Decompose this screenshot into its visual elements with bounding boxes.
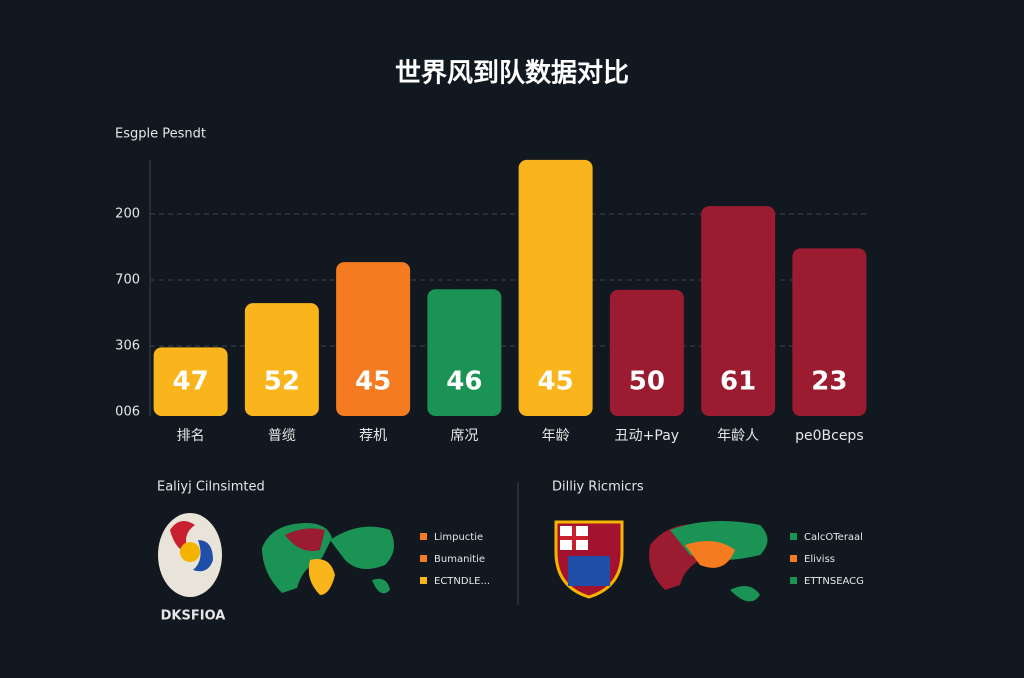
- bar-number: 23: [811, 367, 847, 397]
- bar: [427, 289, 502, 416]
- x-tick-label: 荐机: [359, 428, 387, 444]
- bar: [792, 248, 867, 416]
- badge-logo: [554, 520, 624, 599]
- bar-number: 61: [720, 367, 756, 397]
- bar: [336, 262, 411, 416]
- bar-number: 52: [264, 367, 300, 397]
- bar: [153, 347, 228, 416]
- bar: [244, 303, 319, 416]
- bar: [518, 159, 593, 416]
- legend-swatch: [790, 555, 797, 562]
- y-tick-label: 006: [115, 405, 140, 420]
- x-tick-label: 年龄: [542, 428, 570, 444]
- bar-number: 46: [446, 367, 482, 397]
- legend-label: CalcOTeraal: [804, 532, 863, 543]
- panel-heading: Ealiyj Cilnsimted: [157, 480, 265, 495]
- panel-heading: Dilliy Ricmicrs: [552, 480, 644, 495]
- bar-number: 45: [355, 367, 391, 397]
- bar-number: 45: [538, 367, 574, 397]
- bar-number: 50: [629, 367, 665, 397]
- y-axis-label: Esgple Pesndt: [115, 127, 206, 142]
- x-tick-label: 普缆: [268, 428, 296, 444]
- y-tick-label: 200: [115, 207, 140, 222]
- world-map: [649, 521, 768, 602]
- logo-text: DKSFIOA: [161, 609, 226, 624]
- chart-title: 世界风到队数据对比: [395, 59, 629, 89]
- x-tick-label: 排名: [177, 428, 205, 444]
- legend-label: ETTNSEACG: [804, 576, 864, 587]
- legend-label: Bumanitie: [434, 554, 485, 565]
- legend-swatch: [790, 577, 797, 584]
- y-tick-label: 306: [115, 339, 140, 354]
- x-tick-label: 席况: [450, 428, 478, 444]
- bar-number: 47: [173, 367, 209, 397]
- bar: [609, 289, 684, 416]
- legend-swatch: [420, 555, 427, 562]
- x-tick-label: 年龄人: [717, 428, 759, 444]
- world-map: [262, 523, 394, 595]
- legend-label: ECTNDLE...: [434, 576, 490, 587]
- x-tick-label: 丑动+Pay: [615, 428, 679, 444]
- y-tick-label: 700: [115, 273, 140, 288]
- legend-swatch: [790, 533, 797, 540]
- legend-swatch: [420, 577, 427, 584]
- legend-swatch: [420, 533, 427, 540]
- legend-label: Eliviss: [804, 554, 835, 565]
- bar: [701, 206, 776, 416]
- legend-label: Limpuctie: [434, 532, 483, 543]
- x-tick-label: pe0Bceps: [795, 428, 864, 444]
- trophy-logo: [158, 513, 222, 597]
